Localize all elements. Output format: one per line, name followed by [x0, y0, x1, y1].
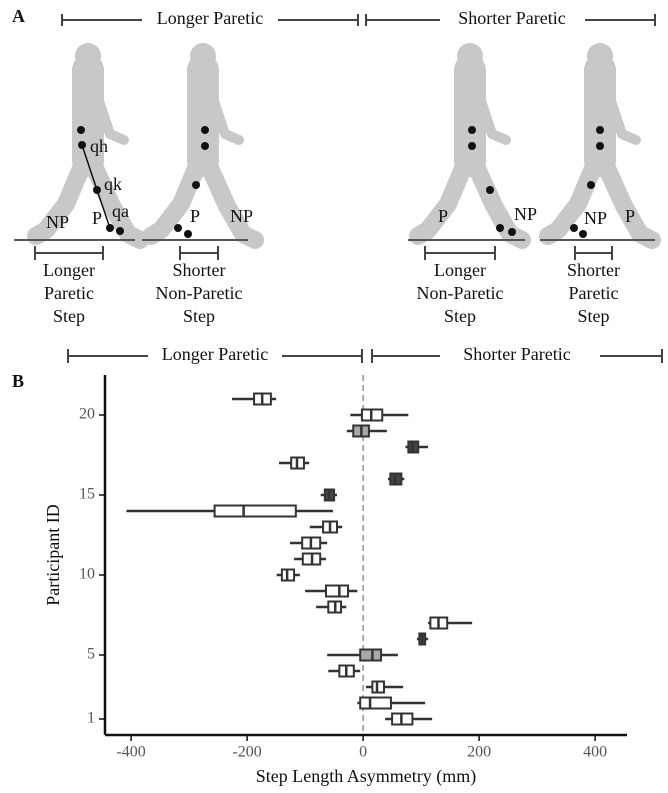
- joint-label: qk: [104, 174, 122, 194]
- joint-label: qa: [112, 201, 129, 221]
- step-label: Step: [53, 306, 85, 326]
- foot-label: P: [438, 206, 448, 226]
- joint-labels: qh qk qa: [90, 136, 129, 221]
- box: [359, 696, 392, 710]
- step-label: Step: [577, 306, 609, 326]
- step-label: Non-Paretic: [417, 283, 504, 303]
- step-label: Non-Paretic: [156, 283, 243, 303]
- x-axis-label: Step Length Asymmetry (mm): [256, 766, 476, 787]
- y-tick-label: 1: [87, 710, 95, 727]
- step-label: Longer: [43, 260, 95, 280]
- step-label: Step: [183, 306, 215, 326]
- foot-label: P: [625, 206, 635, 226]
- chart: B Longer Paretic Shorter Paretic -400 -200 0 2…: [12, 344, 663, 787]
- y-axis-label: Participant ID: [43, 504, 63, 605]
- step-bracket: [574, 246, 613, 260]
- box: [324, 584, 350, 598]
- bracket-label: Longer Paretic: [157, 8, 263, 28]
- walkers: [14, 43, 655, 240]
- bracket: [67, 349, 363, 363]
- step-label: Paretic: [569, 283, 619, 303]
- bracket-label: Shorter Paretic: [463, 344, 570, 364]
- foot-labels: NP P P NP P NP NP P: [46, 204, 635, 232]
- bracket: [371, 349, 663, 363]
- foot-label: P: [190, 206, 200, 226]
- panel-label: A: [12, 6, 25, 26]
- step-label: Longer: [434, 260, 486, 280]
- y-tick-label: 20: [79, 406, 95, 423]
- step-labels: Longer Paretic Step Shorter Non-Paretic Step L…: [34, 246, 620, 326]
- y-tick-label: 5: [87, 646, 95, 663]
- step-label: Shorter: [173, 260, 226, 280]
- foot-label: NP: [584, 208, 607, 228]
- step-label: Step: [444, 306, 476, 326]
- box: [359, 648, 383, 662]
- y-tick-label: 10: [79, 566, 95, 583]
- foot-label: NP: [514, 204, 537, 224]
- x-tick-label: -400: [116, 744, 145, 761]
- box: [213, 504, 297, 518]
- step-bracket: [179, 246, 219, 260]
- foot-label: P: [92, 208, 102, 228]
- step-bracket: [424, 246, 496, 260]
- panel-a-brackets: Longer Paretic Shorter Paretic: [61, 8, 656, 28]
- step-bracket: [34, 246, 104, 260]
- step-label: Paretic: [44, 283, 94, 303]
- bracket-label: Shorter Paretic: [458, 8, 565, 28]
- x-tick-label: 400: [583, 744, 607, 761]
- panel-label: B: [12, 371, 24, 391]
- foot-label: NP: [230, 206, 253, 226]
- bracket-label: Longer Paretic: [162, 344, 268, 364]
- y-tick-label: 15: [79, 486, 95, 503]
- foot-label: NP: [46, 212, 69, 232]
- x-tick-label: 200: [467, 744, 491, 761]
- step-label: Shorter: [567, 260, 620, 280]
- x-tick-label: -200: [232, 744, 261, 761]
- joint-label: qh: [90, 136, 108, 156]
- x-tick-label: 0: [359, 744, 367, 761]
